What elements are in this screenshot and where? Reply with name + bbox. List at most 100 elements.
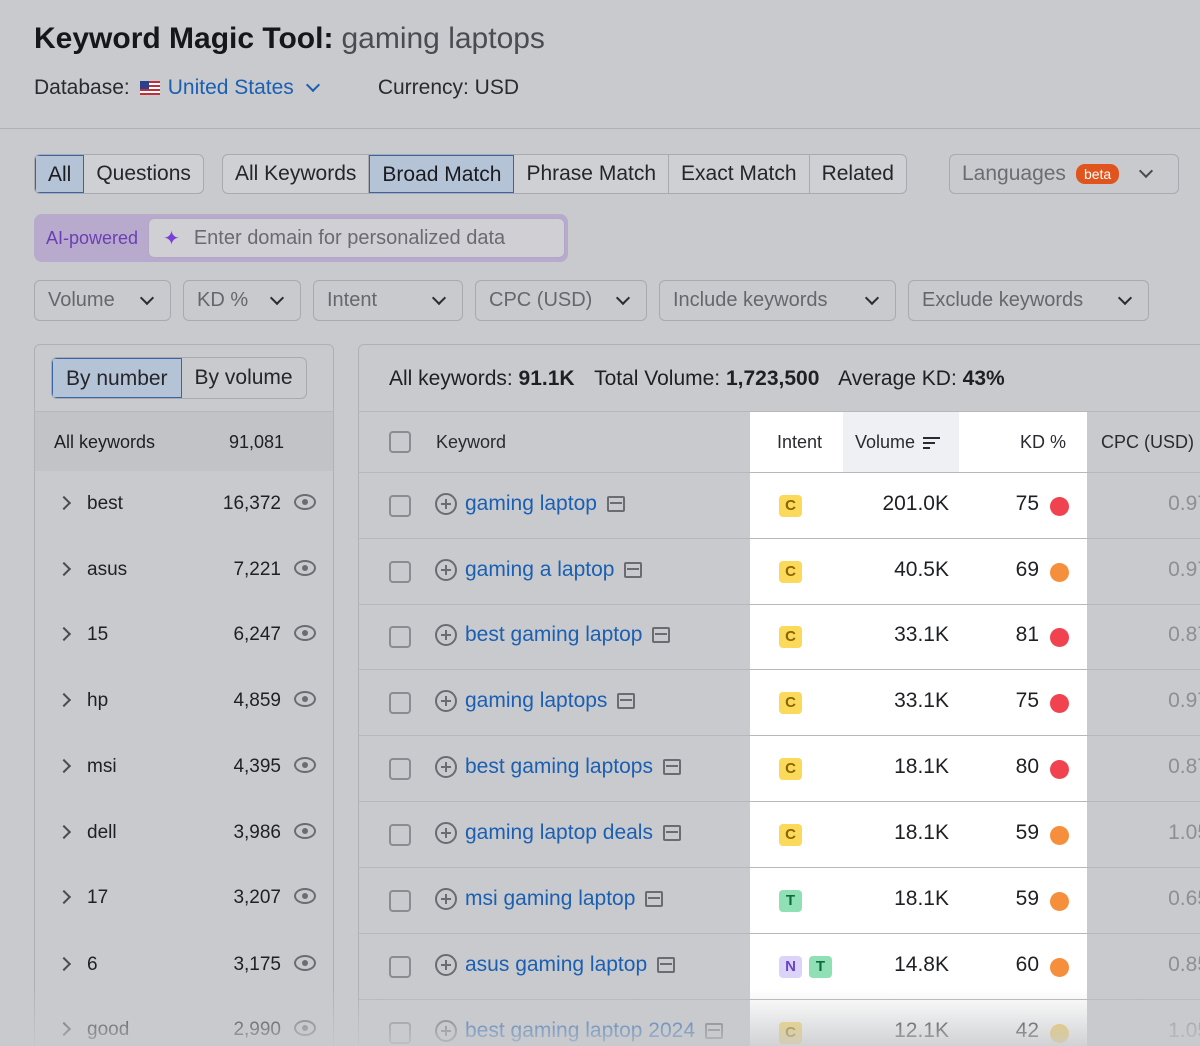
tool-name: Keyword Magic Tool: <box>34 22 334 55</box>
row-checkbox[interactable] <box>389 495 411 517</box>
domain-input[interactable]: ✦ Enter domain for personalized data <box>148 218 565 258</box>
add-to-list-icon[interactable] <box>435 822 457 844</box>
keyword-link[interactable]: gaming laptop <box>465 492 597 515</box>
group-item[interactable]: 15 6,247 <box>35 602 333 667</box>
add-to-list-icon[interactable] <box>435 624 457 646</box>
serp-icon[interactable] <box>652 627 671 643</box>
tab-exact-match[interactable]: Exact Match <box>669 155 810 193</box>
tab-all[interactable]: All <box>35 155 85 193</box>
kd-cell: 69 <box>1015 558 1039 581</box>
chevron-right-icon[interactable] <box>56 692 72 708</box>
eye-icon[interactable] <box>294 888 316 904</box>
chevron-right-icon[interactable] <box>56 824 72 840</box>
serp-icon[interactable] <box>657 957 676 973</box>
chevron-right-icon[interactable] <box>56 626 72 642</box>
chevron-right-icon[interactable] <box>56 561 72 577</box>
group-name: 15 <box>87 624 109 645</box>
add-to-list-icon[interactable] <box>435 559 457 581</box>
select-all-checkbox[interactable] <box>389 431 411 453</box>
sort-descending-icon[interactable] <box>923 436 941 450</box>
eye-icon[interactable] <box>294 1020 316 1036</box>
tab-questions[interactable]: Questions <box>96 162 191 185</box>
serp-icon[interactable] <box>606 496 625 512</box>
filter-include-keywords[interactable]: Include keywords <box>659 280 896 321</box>
keyword-link[interactable]: best gaming laptop <box>465 623 643 646</box>
chevron-right-icon[interactable] <box>56 495 72 511</box>
chevron-down-icon[interactable] <box>305 77 320 93</box>
eye-icon[interactable] <box>294 955 316 971</box>
serp-icon[interactable] <box>645 891 664 907</box>
keyword-link[interactable]: msi gaming laptop <box>465 887 636 910</box>
add-to-list-icon[interactable] <box>435 493 457 515</box>
by-volume-button[interactable]: By volume <box>194 366 293 389</box>
keyword-cell: best gaming laptops <box>435 755 681 779</box>
add-to-list-icon[interactable] <box>435 954 457 976</box>
eye-icon[interactable] <box>294 560 316 576</box>
add-to-list-icon[interactable] <box>435 690 457 712</box>
eye-icon[interactable] <box>294 625 316 641</box>
database-dropdown[interactable]: United States <box>167 76 294 99</box>
chevron-right-icon[interactable] <box>56 1021 72 1037</box>
row-checkbox[interactable] <box>389 561 411 583</box>
filter-volume[interactable]: Volume <box>34 280 171 321</box>
chevron-right-icon[interactable] <box>56 956 72 972</box>
tab-all-keywords[interactable]: All Keywords <box>223 155 370 193</box>
serp-icon[interactable] <box>662 825 681 841</box>
keyword-link[interactable]: gaming laptop deals <box>465 821 653 844</box>
eye-icon[interactable] <box>294 757 316 773</box>
add-to-list-icon[interactable] <box>435 756 457 778</box>
chevron-right-icon[interactable] <box>56 889 72 905</box>
group-item[interactable]: 6 3,175 <box>35 932 333 997</box>
serp-icon[interactable] <box>624 562 643 578</box>
by-number-button[interactable]: By number <box>52 358 182 398</box>
chevron-right-icon[interactable] <box>56 758 72 774</box>
serp-icon[interactable] <box>617 693 636 709</box>
group-item[interactable]: good 2,990 <box>35 997 333 1046</box>
row-checkbox[interactable] <box>389 626 411 648</box>
filter-exclude-keywords[interactable]: Exclude keywords <box>908 280 1149 321</box>
keyword-link[interactable]: best gaming laptop 2024 <box>465 1019 696 1042</box>
keyword-results-panel: All keywords: 91.1K Total Volume: 1,723,… <box>358 344 1200 1046</box>
row-checkbox[interactable] <box>389 824 411 846</box>
group-item[interactable]: 17 3,207 <box>35 865 333 930</box>
languages-dropdown[interactable]: Languages beta <box>949 154 1179 194</box>
eye-icon[interactable] <box>294 823 316 839</box>
column-keyword[interactable]: Keyword <box>436 432 507 452</box>
column-volume[interactable]: Volume <box>855 432 941 453</box>
column-kd[interactable]: KD % <box>1020 432 1067 452</box>
tab-related[interactable]: Related <box>821 162 894 185</box>
cpc-cell: 0.97 <box>1168 689 1200 712</box>
group-item[interactable]: hp 4,859 <box>35 668 333 733</box>
add-to-list-icon[interactable] <box>435 1020 457 1042</box>
group-item[interactable]: best 16,372 <box>35 471 333 536</box>
group-item[interactable]: asus 7,221 <box>35 537 333 602</box>
kd-difficulty-dot <box>1050 563 1069 582</box>
column-intent[interactable]: Intent <box>777 432 823 452</box>
row-checkbox[interactable] <box>389 956 411 978</box>
row-checkbox[interactable] <box>389 1022 411 1044</box>
tab-phrase-match[interactable]: Phrase Match <box>514 155 670 193</box>
filter-kd[interactable]: KD % <box>183 280 301 321</box>
row-checkbox[interactable] <box>389 692 411 714</box>
eye-icon[interactable] <box>294 494 316 510</box>
row-checkbox[interactable] <box>389 890 411 912</box>
column-cpc[interactable]: CPC (USD) <box>1101 432 1194 452</box>
keyword-link[interactable]: asus gaming laptop <box>465 953 648 976</box>
serp-icon[interactable] <box>662 759 681 775</box>
eye-icon[interactable] <box>294 691 316 707</box>
filter-intent[interactable]: Intent <box>313 280 463 321</box>
serp-icon[interactable] <box>705 1023 724 1039</box>
filter-cpc[interactable]: CPC (USD) <box>475 280 647 321</box>
kd-cell: 81 <box>1015 623 1039 646</box>
cpc-cell: 0.87 <box>1168 755 1200 778</box>
keyword-link[interactable]: gaming a laptop <box>465 558 615 581</box>
keyword-link[interactable]: gaming laptops <box>465 689 608 712</box>
add-to-list-icon[interactable] <box>435 888 457 910</box>
summary-kd-value: 43% <box>962 367 1005 390</box>
tab-broad-match[interactable]: Broad Match <box>369 155 515 193</box>
all-keywords-group[interactable]: All keywords 91,081 <box>35 411 333 471</box>
group-item[interactable]: msi 4,395 <box>35 734 333 799</box>
row-checkbox[interactable] <box>389 758 411 780</box>
group-item[interactable]: dell 3,986 <box>35 800 333 865</box>
keyword-link[interactable]: best gaming laptops <box>465 755 653 778</box>
